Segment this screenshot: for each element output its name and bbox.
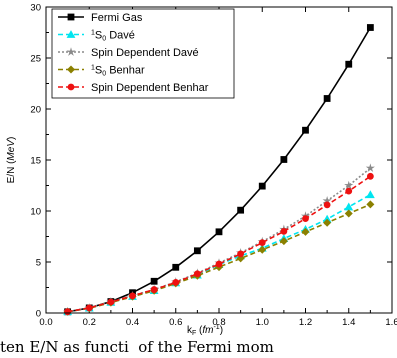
legend-box	[51, 8, 235, 99]
legend-label: Spin Dependent Benhar	[91, 82, 209, 94]
x-tick-label: 1.0	[256, 317, 269, 328]
data-point	[215, 260, 223, 268]
data-point	[150, 286, 158, 293]
data-point	[172, 279, 180, 286]
y-tick-label: 30	[30, 3, 41, 14]
data-point	[345, 187, 353, 195]
series-2	[63, 163, 375, 316]
data-point	[150, 277, 158, 285]
y-tick-label: 25	[30, 54, 41, 65]
legend-label: Spin Dependent Davé	[91, 47, 199, 59]
x-tick-label: 0.6	[169, 317, 182, 328]
legend: Fermi Gas 1S0 Davé Spin Dependent Davé 1S0 …	[51, 8, 235, 99]
data-point	[215, 228, 223, 236]
data-point	[344, 209, 353, 218]
data-point	[302, 126, 309, 134]
data-point	[193, 270, 201, 278]
data-point	[64, 308, 72, 316]
data-point	[345, 60, 353, 68]
data-point	[323, 201, 331, 209]
data-point	[280, 228, 288, 235]
axis-ticks: 0.0 0.2 0.4 0.6 0.8 1.0 1.2 1.4 1.6 0 5 10 15 20 25 30	[30, 3, 397, 329]
series-line	[67, 193, 371, 313]
y-axis-label: E/N (MeV)	[6, 137, 17, 184]
data-point	[107, 298, 115, 306]
x-tick-label: 0.0	[39, 317, 52, 328]
x-tick-label: 1.4	[342, 317, 355, 328]
data-point	[129, 292, 136, 300]
data-point	[366, 200, 375, 209]
y-tick-label: 5	[36, 258, 41, 269]
x-tick-label: 0.2	[83, 317, 96, 328]
data-point	[322, 214, 332, 223]
legend-marker	[66, 30, 76, 38]
x-tick-label: 0.8	[212, 317, 225, 328]
data-point	[258, 239, 266, 247]
data-point	[322, 196, 332, 205]
x-tick-label: 1.2	[299, 317, 312, 328]
data-point	[279, 237, 288, 246]
y-tick-label: 15	[30, 156, 41, 167]
series-line	[67, 167, 371, 313]
series-4	[64, 172, 374, 316]
series-line	[67, 175, 371, 313]
legend-marker	[67, 83, 75, 91]
data-point	[366, 24, 374, 31]
data-point	[323, 218, 332, 227]
data-point	[193, 247, 201, 255]
data-point	[258, 245, 267, 254]
data-point	[280, 156, 288, 163]
data-point	[365, 190, 375, 199]
series-1	[63, 190, 375, 316]
y-tick-label: 0	[36, 309, 41, 320]
series-layer	[63, 24, 375, 316]
x-axis-label: kF (fm-1)	[187, 324, 223, 337]
data-point	[172, 263, 180, 271]
y-tick-label: 10	[30, 207, 41, 218]
legend-label: 1S0 Davé	[91, 30, 135, 43]
legend-marker	[66, 47, 76, 56]
plot-frame	[45, 6, 393, 314]
data-point	[365, 163, 375, 173]
data-point	[366, 172, 374, 180]
figure-caption: ten E/N as functi of the Fermi mom	[0, 338, 274, 356]
data-point	[323, 95, 331, 102]
x-tick-label: 1.6	[385, 317, 397, 328]
legend-label: Fermi Gas	[91, 12, 143, 24]
y-tick-label: 20	[30, 105, 41, 116]
data-point	[237, 250, 245, 258]
data-point	[237, 206, 245, 214]
data-point	[85, 304, 93, 312]
data-point	[258, 182, 266, 190]
legend-label: 1S0 Benhar	[91, 65, 145, 78]
data-point	[344, 202, 354, 211]
legend-marker	[67, 65, 75, 74]
data-point	[301, 227, 310, 236]
data-point	[302, 215, 309, 223]
legend-marker	[67, 13, 75, 21]
x-tick-label: 0.4	[126, 317, 139, 328]
data-point	[344, 180, 354, 190]
